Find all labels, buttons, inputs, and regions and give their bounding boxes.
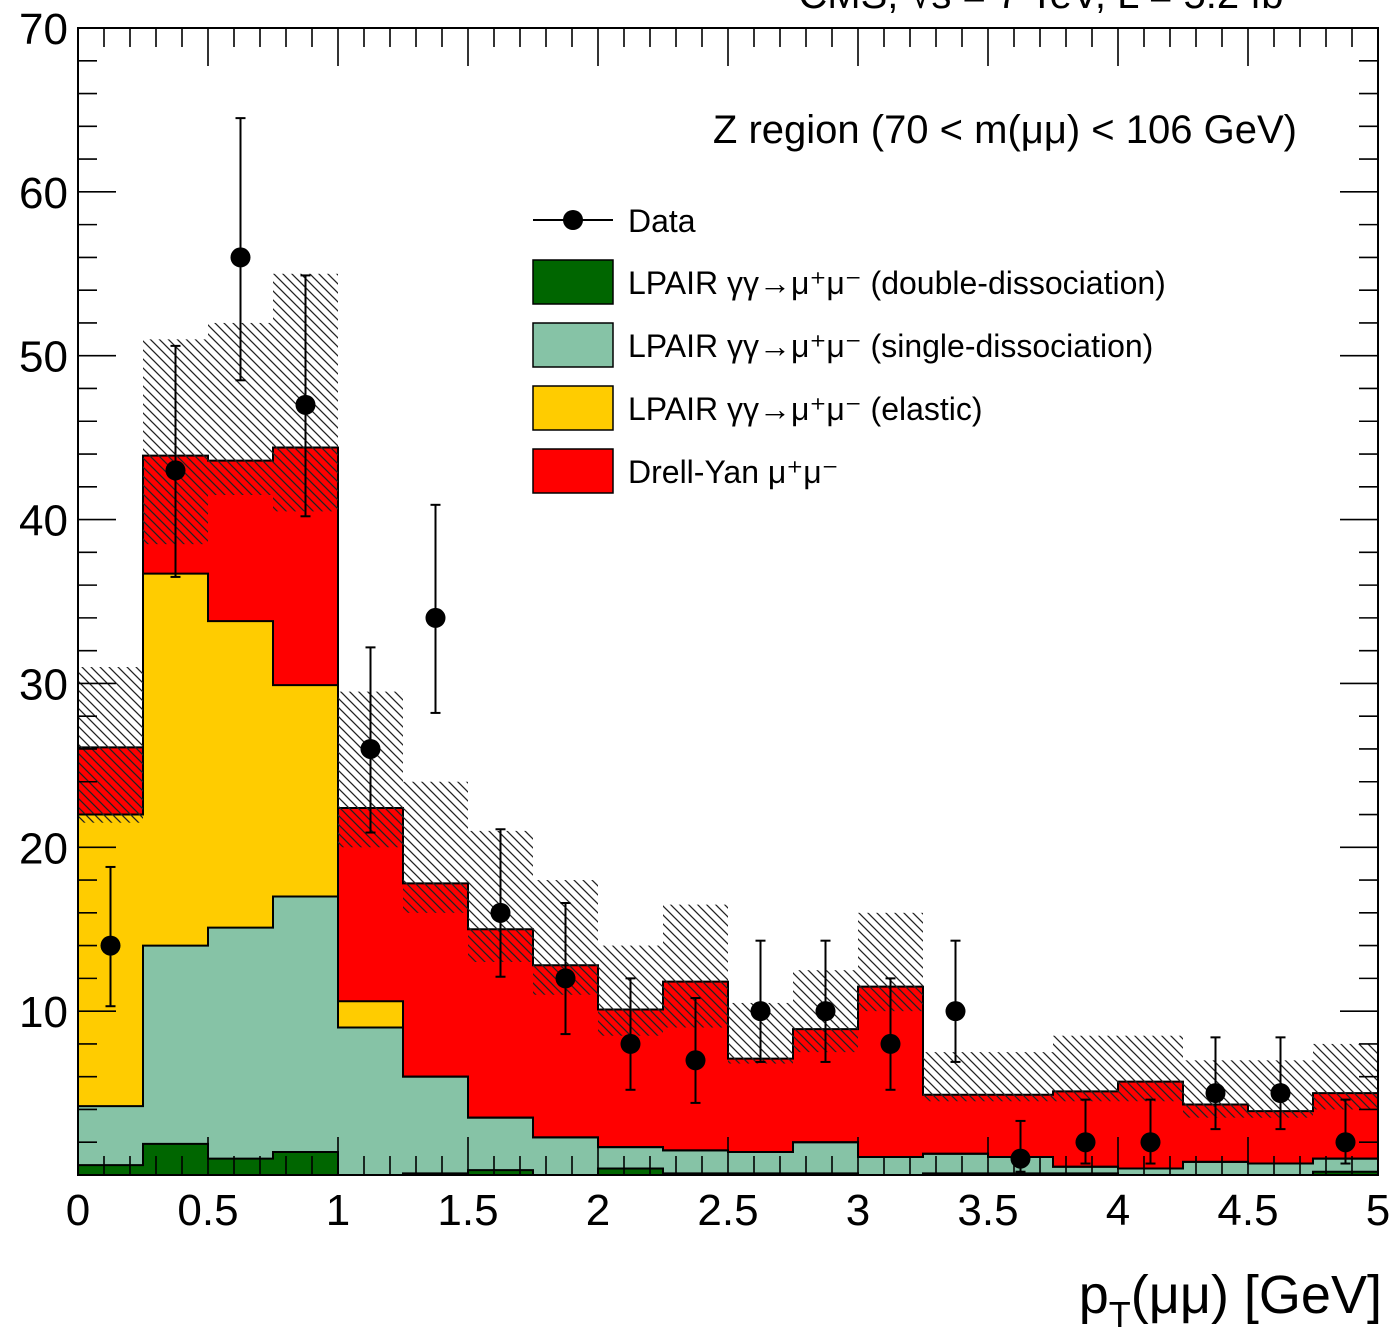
data-point-11 [815,1001,836,1022]
bar-series0-bin8 [598,1168,663,1175]
data-point-3 [295,394,316,415]
bar-series1-bin1 [143,945,208,1144]
bar-series1-bin19 [1313,1158,1378,1172]
bar-series1-bin13 [923,1153,988,1174]
data-point-6 [490,902,511,923]
y-tick-label-4: 50 [19,333,68,382]
data-point-16 [1140,1132,1161,1153]
bar-series1-bin10 [728,1152,793,1174]
bar-series1-bin11 [793,1142,858,1174]
bar-series1-bin7 [533,1137,598,1175]
y-tick-label-5: 60 [19,169,68,218]
legend: Data LPAIR γγ→μ⁺μ⁻ (double-dissociation) L… [532,203,1166,494]
data-point-8 [620,1033,641,1054]
data-point-18 [1270,1083,1291,1104]
bar-series1-bin5 [403,1076,468,1174]
band-bin0 [78,667,143,823]
y-tick-label-0: 10 [19,988,68,1037]
legend-swatch-0 [532,259,614,305]
bar-series0-bin6 [468,1170,533,1175]
data-point-2 [230,247,251,268]
bar-series0-bin0 [78,1165,143,1175]
bar-series0-bin19 [1313,1171,1378,1175]
bar-series1-bin16 [1118,1168,1183,1175]
data-point-5 [425,607,446,628]
x-tick-label-3: 1.5 [437,1186,498,1235]
x-tick-label-9: 4.5 [1217,1186,1278,1235]
x-tick-label-8: 4 [1106,1186,1130,1235]
data-point-13 [945,1001,966,1022]
band-bin5 [403,781,468,913]
bar-series1-bin0 [78,1106,143,1166]
x-tick-label-1: 0.5 [177,1186,238,1235]
x-tick-label-10: 5 [1366,1186,1390,1235]
data-point-19 [1335,1132,1356,1153]
bar-series2-bin3 [273,685,338,897]
band-bin15 [1053,1035,1118,1102]
bar-series3-bin10 [728,1058,793,1153]
bar-series3-bin5 [403,883,468,1077]
data-point-10 [750,1001,771,1022]
legend-swatch-1 [532,322,614,368]
x-tick-label-4: 2 [586,1186,610,1235]
data-point-0 [100,935,121,956]
bar-series0-bin1 [143,1143,208,1175]
x-tick-label-7: 3.5 [957,1186,1018,1235]
band-bin16 [1118,1035,1183,1102]
x-tick-label-0: 0 [66,1186,90,1235]
data-point-9 [685,1050,706,1071]
data-point-14 [1010,1148,1031,1169]
bar-series1-bin18 [1248,1163,1313,1175]
legend-label-series3: Drell-Yan μ⁺μ⁻ [628,454,839,490]
bar-series1-bin6 [468,1117,533,1171]
x-tick-label-5: 2.5 [697,1186,758,1235]
data-point-7 [555,968,576,989]
y-tick-label-1: 20 [19,824,68,873]
bar-series1-bin9 [663,1150,728,1174]
bar-series1-bin4 [338,1027,403,1175]
x-axis-title: pT(μμ) [GeV] [1079,1265,1382,1335]
bar-series0-bin2 [208,1158,273,1175]
bar-series1-bin8 [598,1147,663,1169]
legend-swatch-3 [532,448,614,494]
bar-series1-bin2 [208,927,273,1159]
bar-series2-bin1 [143,573,208,946]
data-point-12 [880,1033,901,1054]
legend-label-data: Data [628,203,696,239]
data-point-1 [165,460,186,481]
legend-label-series0: LPAIR γγ→μ⁺μ⁻ (double-dissociation) [628,265,1166,301]
bar-series0-bin3 [273,1152,338,1175]
band-bin14 [988,1052,1053,1102]
y-tick-label-2: 30 [19,660,68,709]
region-annotation: Z region (70 < m(μμ) < 106 GeV) [713,108,1297,152]
bar-series1-bin17 [1183,1161,1248,1175]
axis-ticks [77,27,1379,1176]
legend-data-marker [563,210,583,230]
data-point-15 [1075,1132,1096,1153]
data-points [100,117,1356,1173]
bar-series1-bin3 [273,896,338,1153]
legend-swatch-2 [532,385,614,431]
legend-label-series2: LPAIR γγ→μ⁺μ⁻ (elastic) [628,391,983,427]
tick-labels: 0 0.5 1 1.5 2 2.5 3 3.5 4 4.5 5 10 20 30 40 50 60 70 [19,5,1390,1235]
bar-series3-bin13 [923,1094,988,1154]
bar-series2-bin4 [338,1001,403,1028]
data-point-4 [360,738,381,759]
x-tick-label-2: 1 [326,1186,350,1235]
chart-title: CMS, √s = 7 TeV, L = 5.2 fb⁻¹ [798,0,1318,17]
y-tick-label-6: 70 [19,5,68,54]
bar-series1-bin15 [1053,1166,1118,1174]
legend-label-series1: LPAIR γγ→μ⁺μ⁻ (single-dissociation) [628,328,1153,364]
x-tick-label-6: 3 [846,1186,870,1235]
y-tick-label-3: 40 [19,497,68,546]
bar-series2-bin2 [208,621,273,928]
bar-series1-bin12 [858,1156,923,1175]
data-point-17 [1205,1083,1226,1104]
